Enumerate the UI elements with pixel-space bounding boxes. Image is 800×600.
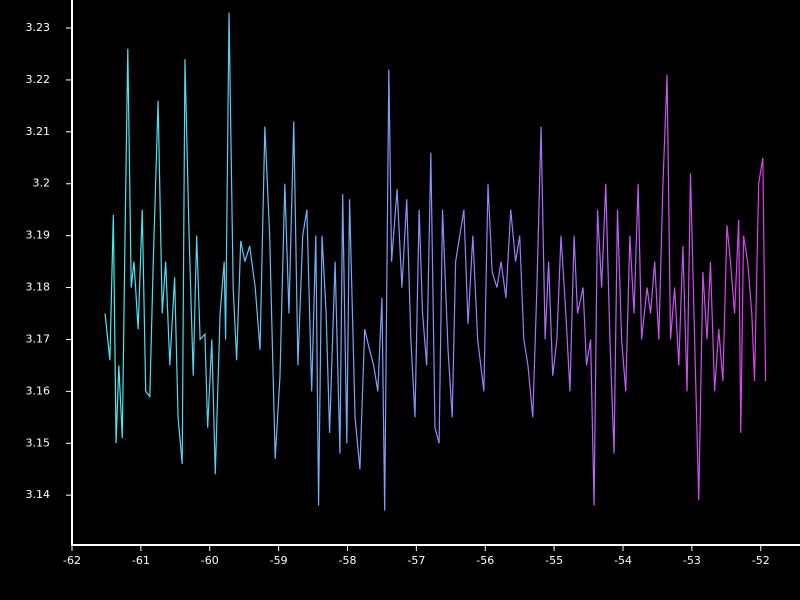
y-tick-label: 3.17 [26, 332, 51, 345]
data-line [104, 12, 767, 511]
y-tick-label: 3.19 [26, 229, 51, 242]
x-tick-label: -55 [545, 554, 563, 567]
x-tick-label: -58 [339, 554, 357, 567]
y-tick-label: 3.23 [26, 21, 51, 34]
x-tick-label: -60 [201, 554, 219, 567]
x-tick-label: -57 [407, 554, 425, 567]
y-tick-label: 3.22 [26, 73, 51, 86]
y-tick-label: 3.16 [26, 384, 51, 397]
x-tick-label: -61 [132, 554, 150, 567]
y-tick-label: 3.15 [26, 436, 51, 449]
y-tick-label: 3.21 [26, 125, 51, 138]
y-tick-label: 3.14 [26, 488, 51, 501]
y-tick-label: 3.18 [26, 281, 51, 294]
x-tick-label: -56 [476, 554, 494, 567]
x-tick-label: -62 [63, 554, 81, 567]
y-tick-label: 3.2 [33, 177, 51, 190]
x-tick-label: -53 [683, 554, 701, 567]
x-tick-label: -52 [752, 554, 770, 567]
x-tick-label: -59 [270, 554, 288, 567]
x-tick-label: -54 [614, 554, 632, 567]
